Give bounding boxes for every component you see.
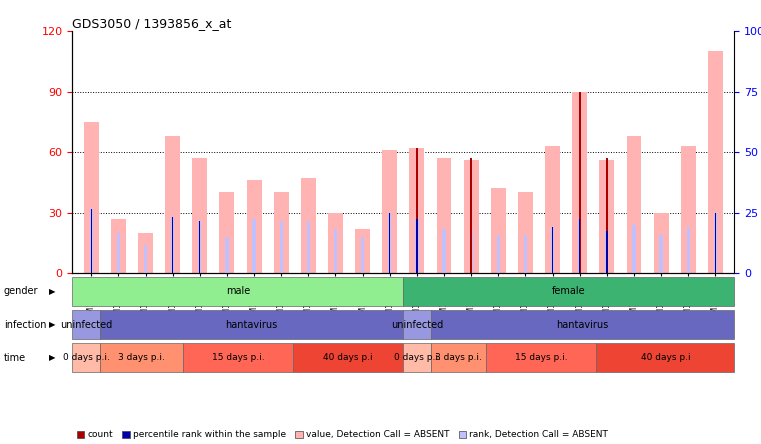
Bar [279,221,283,273]
Text: male: male [226,286,250,296]
Text: GDS3050 / 1393856_x_at: GDS3050 / 1393856_x_at [72,17,231,30]
Bar [497,235,500,273]
Bar [416,218,419,273]
Bar [361,237,365,273]
Text: 3 days p.i.: 3 days p.i. [118,353,164,362]
Bar [301,178,316,273]
Bar [606,158,608,273]
Bar [442,229,446,273]
Bar [274,192,288,273]
Bar [91,209,92,273]
Text: female: female [552,286,586,296]
Bar [524,235,527,273]
Bar [654,213,669,273]
Bar [463,160,479,273]
Bar [388,213,391,273]
Bar [431,310,734,339]
Text: ▶: ▶ [49,320,56,329]
Bar [199,221,200,273]
Text: gender: gender [4,286,38,296]
Bar [714,213,717,273]
Bar [328,213,343,273]
Bar [416,148,418,273]
Bar [551,227,554,273]
Text: ▶: ▶ [49,353,56,362]
Bar [116,233,120,273]
Text: 40 days p.i: 40 days p.i [323,353,373,362]
Bar [72,277,403,305]
Legend: count, percentile rank within the sample, value, Detection Call = ABSENT, rank, : count, percentile rank within the sample… [77,431,608,440]
Bar [334,229,337,273]
Bar [518,192,533,273]
Bar [491,188,506,273]
Bar [597,344,734,372]
Bar [686,227,690,273]
Bar [72,310,100,339]
Bar [253,218,256,273]
Bar [437,158,451,273]
Text: 3 days p.i.: 3 days p.i. [435,353,482,362]
Bar [247,180,262,273]
Bar [100,344,183,372]
Bar [111,218,126,273]
Bar [225,237,228,273]
Bar [138,233,153,273]
Text: 40 days p.i: 40 days p.i [641,353,690,362]
Bar [171,217,174,273]
Bar [578,218,581,273]
Bar [632,225,635,273]
Bar [416,218,418,273]
Bar [389,213,390,273]
Bar [307,221,310,273]
Bar [470,231,473,273]
Bar [219,192,234,273]
Text: hantavirus: hantavirus [556,320,609,329]
Bar [681,146,696,273]
Bar [572,91,587,273]
Bar [193,158,207,273]
Bar [403,277,734,305]
Text: hantavirus: hantavirus [225,320,278,329]
Text: 0 days p.i.: 0 days p.i. [393,353,441,362]
Text: 0 days p.i.: 0 days p.i. [62,353,110,362]
Bar [84,122,99,273]
Bar [626,136,642,273]
Bar [715,213,716,273]
Bar [403,310,431,339]
Bar [382,150,397,273]
Bar [579,218,581,273]
Text: uninfected: uninfected [60,320,112,329]
Bar [198,221,202,273]
Bar [100,310,403,339]
Text: infection: infection [4,320,46,329]
Text: uninfected: uninfected [391,320,443,329]
Bar [660,235,663,273]
Bar [355,229,370,273]
Bar [708,51,723,273]
Text: 15 days p.i.: 15 days p.i. [515,353,568,362]
Bar [605,231,609,273]
Bar [293,344,403,372]
Bar [470,158,473,273]
Text: time: time [4,353,26,363]
Text: 15 days p.i.: 15 days p.i. [212,353,264,362]
Bar [183,344,293,372]
Bar [409,148,425,273]
Bar [72,344,100,372]
Bar [600,160,614,273]
Bar [431,344,486,372]
Bar [578,91,581,273]
Bar [552,227,553,273]
Bar [403,344,431,372]
Bar [165,136,180,273]
Bar [172,217,174,273]
Bar [144,245,147,273]
Bar [545,146,560,273]
Bar [486,344,597,372]
Bar [90,209,93,273]
Text: ▶: ▶ [49,287,56,296]
